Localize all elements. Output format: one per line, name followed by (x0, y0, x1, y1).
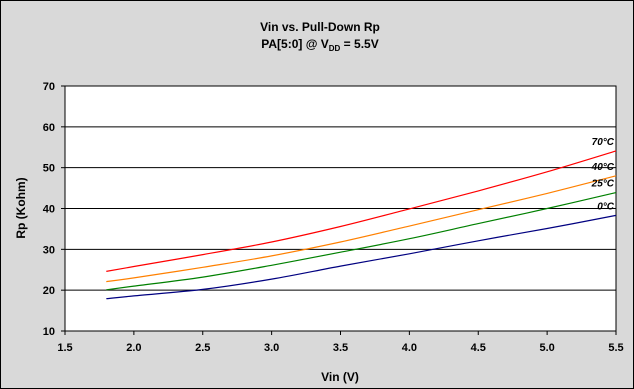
y-tick-label: 70 (43, 81, 55, 93)
x-tick-label: 4.5 (471, 342, 486, 354)
chart-title: Vin vs. Pull-Down Rp (260, 20, 380, 34)
y-tick-label: 50 (43, 163, 55, 175)
series-label: 40°C (591, 162, 615, 173)
x-axis-title: Vin (V) (321, 370, 359, 384)
series-label: 70°C (592, 137, 615, 148)
series-label: 0°C (597, 201, 615, 212)
y-tick-label: 20 (43, 285, 55, 297)
chart-subtitle-subscript: DD (329, 44, 341, 53)
tick-layer: 10 20 30 40 50 60 70 1.5 2.0 2.5 3.0 3.5 4.0 4.5 5.0 5.… (43, 81, 624, 354)
x-tick-label: 5.5 (608, 342, 623, 354)
x-tick-label: 5.0 (539, 342, 554, 354)
x-tick-label: 3.0 (264, 342, 279, 354)
y-tick-label: 60 (43, 122, 55, 134)
series-layer: 70°C 40°C 25°C 0°C (106, 137, 617, 300)
series-line-40CC (106, 175, 617, 283)
chart-subtitle-prefix: PA[5:0] @ V (261, 37, 329, 51)
x-tick-label: 3.5 (333, 342, 348, 354)
x-tick-label: 2.0 (126, 342, 141, 354)
chart-subtitle-suffix: = 5.5V (340, 37, 378, 51)
series-line-25CC (106, 192, 617, 291)
series-label: 25°C (591, 179, 615, 190)
x-tick-label: 1.5 (57, 342, 72, 354)
y-tick-label: 10 (43, 326, 55, 338)
x-tick-label: 4.0 (402, 342, 417, 354)
y-axis-title: Rp (Kohm) (14, 177, 28, 238)
y-tick-label: 30 (43, 244, 55, 256)
chart-subtitle: PA[5:0] @ VDD = 5.5V (261, 37, 378, 53)
series-line-0CC (106, 214, 617, 300)
grid-layer (65, 126, 616, 291)
series-line-70CC (106, 150, 617, 272)
x-tick-label: 2.5 (195, 342, 210, 354)
y-tick-label: 40 (43, 204, 55, 216)
